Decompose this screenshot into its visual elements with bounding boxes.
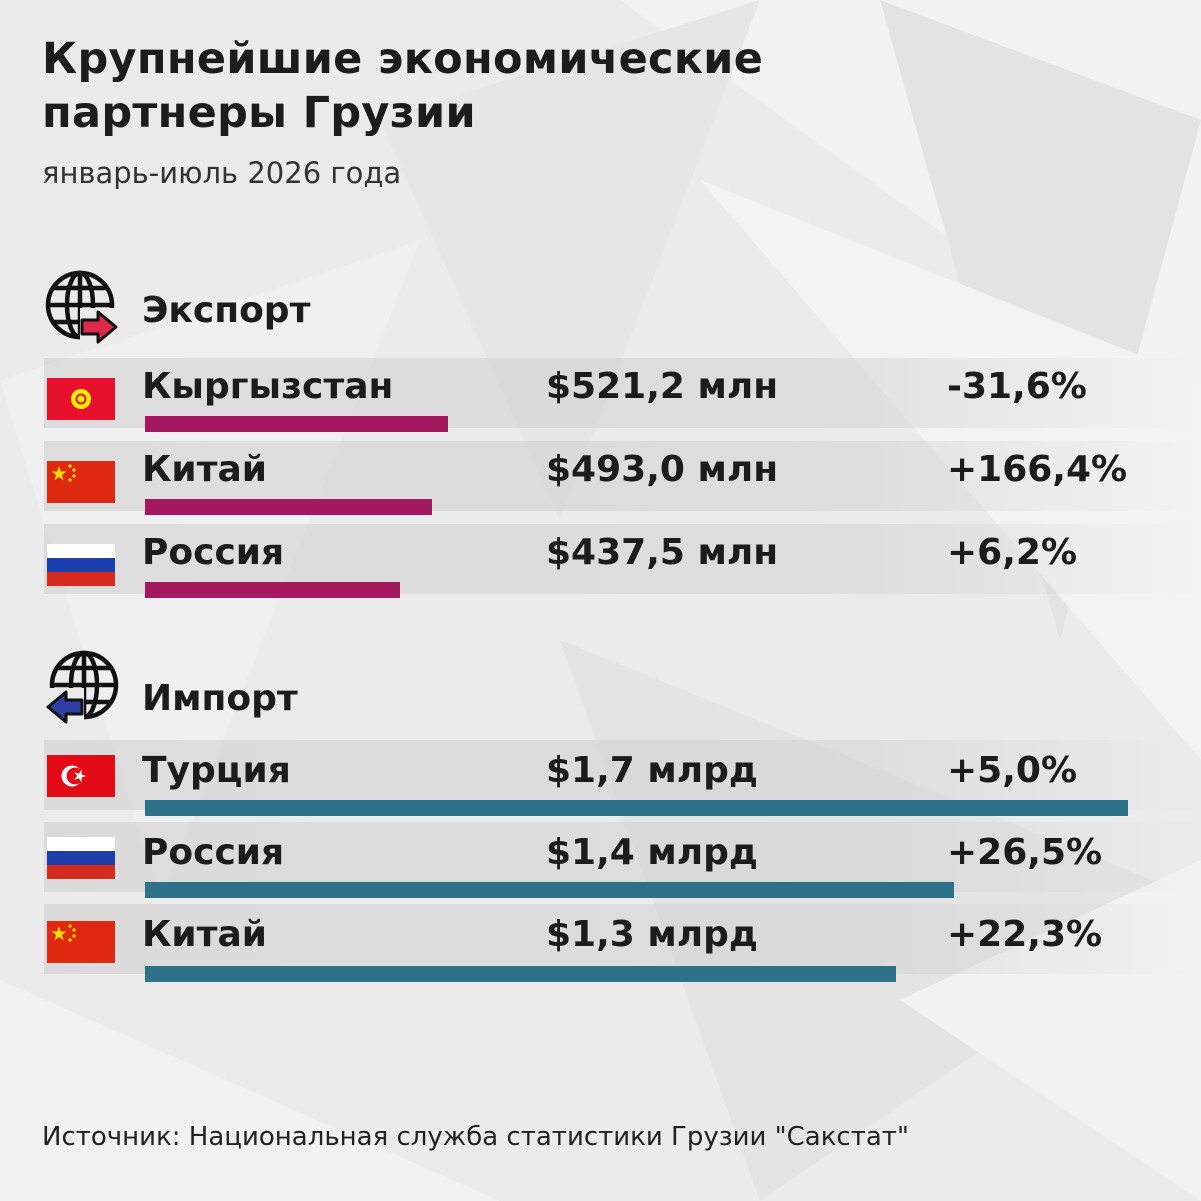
- change-label: +5,0%: [947, 750, 1078, 791]
- import-row-russia: Россия $1,4 млрд +26,5%: [44, 822, 1201, 898]
- country-label: Россия: [142, 832, 285, 873]
- export-bar-russia: [145, 582, 400, 598]
- export-section-header: Экспорт: [44, 270, 544, 350]
- page-title: Крупнейшие экономические партнеры Грузии: [42, 32, 942, 140]
- export-section-title: Экспорт: [142, 290, 311, 331]
- title-line-1: Крупнейшие экономические: [42, 34, 764, 84]
- value-label: $521,2 млн: [546, 366, 779, 407]
- change-label: +166,4%: [947, 449, 1128, 490]
- russia-flag-icon: [47, 544, 115, 586]
- change-label: +6,2%: [947, 532, 1078, 573]
- country-label: Кыргызстан: [142, 366, 394, 407]
- value-label: $437,5 млн: [546, 532, 779, 573]
- export-row-china: Китай $493,0 млн +166,4%: [44, 441, 1201, 515]
- china-flag-icon: [47, 921, 115, 963]
- import-row-turkey: Турция $1,7 млрд +5,0%: [44, 740, 1201, 816]
- change-label: +22,3%: [947, 914, 1103, 955]
- value-label: $493,0 млн: [546, 449, 779, 490]
- turkey-flag-icon: [47, 755, 115, 797]
- export-row-kyrgyzstan: Кыргызстан $521,2 млн -31,6%: [44, 358, 1201, 432]
- change-label: +26,5%: [947, 832, 1103, 873]
- import-bar-russia: [145, 882, 954, 898]
- value-label: $1,4 млрд: [546, 832, 758, 873]
- country-label: Китай: [142, 914, 268, 955]
- country-label: Турция: [142, 750, 291, 791]
- import-section-title: Импорт: [142, 678, 298, 719]
- export-bar-kyrgyzstan: [145, 416, 448, 432]
- import-section-header: Импорт: [44, 650, 544, 730]
- import-bar-china: [145, 966, 896, 982]
- source-note: Источник: Национальная служба статистики…: [42, 1122, 909, 1152]
- country-label: Китай: [142, 449, 268, 490]
- import-bar-turkey: [145, 800, 1128, 816]
- import-row-china: Китай $1,3 млрд +22,3%: [44, 904, 1201, 982]
- change-label: -31,6%: [947, 366, 1087, 407]
- russia-flag-icon: [47, 837, 115, 879]
- china-flag-icon: [47, 461, 115, 503]
- page-subtitle: январь-июль 2026 года: [42, 156, 402, 190]
- export-row-russia: Россия $437,5 млн +6,2%: [44, 524, 1201, 598]
- title-line-2: партнеры Грузии: [42, 88, 476, 138]
- value-label: $1,3 млрд: [546, 914, 758, 955]
- export-bar-china: [145, 499, 432, 515]
- globe-export-icon: [45, 270, 120, 344]
- globe-import-icon: [44, 650, 119, 724]
- country-label: Россия: [142, 532, 285, 573]
- kyrgyzstan-flag-icon: [47, 378, 115, 420]
- value-label: $1,7 млрд: [546, 750, 758, 791]
